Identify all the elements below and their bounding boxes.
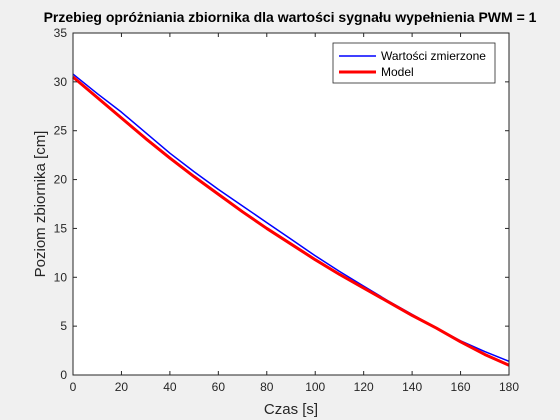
x-axis-label: Czas [s] (264, 401, 318, 418)
x-tick-label: 140 (402, 380, 422, 394)
y-tick-label: 25 (54, 124, 68, 138)
chart-title: Przebieg opróżniania zbiornika dla warto… (44, 9, 537, 25)
x-tick-label: 60 (212, 380, 226, 394)
x-tick-label: 120 (354, 380, 374, 394)
legend-label-model: Model (381, 65, 414, 79)
y-tick-label: 20 (54, 173, 68, 187)
legend: Wartości zmierzone Model (332, 42, 496, 84)
x-tick-label: 100 (305, 380, 325, 394)
y-tick-label: 35 (54, 26, 68, 40)
axes-box (72, 32, 510, 376)
legend-label-measured: Wartości zmierzone (381, 49, 486, 63)
x-tick-label: 0 (70, 380, 77, 394)
x-tick-label: 40 (163, 380, 177, 394)
x-tick-label: 80 (260, 380, 274, 394)
x-tick-label: 20 (115, 380, 129, 394)
series-line-model (72, 75, 510, 367)
y-tick-label: 30 (54, 75, 68, 89)
series-layer (72, 73, 510, 367)
y-axis-label: Poziom zbiornika [cm] (32, 131, 49, 278)
y-tick-label: 5 (60, 319, 67, 333)
y-tick-label: 15 (54, 221, 68, 235)
x-axis: 0 20 40 60 80 100 120 140 160 180 (70, 33, 519, 394)
plot-area (73, 33, 509, 375)
y-tick-label: 0 (60, 368, 67, 382)
legend-box (332, 42, 496, 84)
y-tick-label: 10 (54, 270, 68, 284)
y-axis: 0 5 10 15 20 25 30 35 (54, 26, 509, 382)
x-tick-label: 160 (451, 380, 471, 394)
x-tick-label: 180 (499, 380, 519, 394)
